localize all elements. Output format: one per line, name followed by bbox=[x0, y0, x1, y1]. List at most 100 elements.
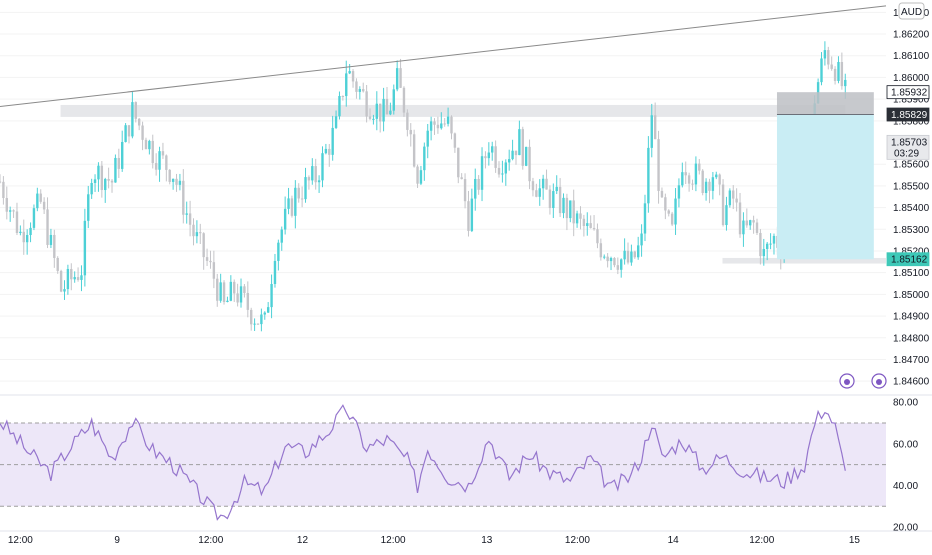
candle bbox=[304, 167, 307, 203]
candle bbox=[436, 116, 440, 134]
candle bbox=[32, 204, 36, 231]
candle bbox=[755, 218, 759, 235]
candle bbox=[375, 91, 379, 131]
candle bbox=[216, 273, 219, 307]
candle bbox=[205, 248, 209, 266]
candle bbox=[718, 173, 721, 196]
candle bbox=[548, 185, 552, 215]
candle bbox=[507, 149, 511, 171]
candle bbox=[467, 190, 470, 237]
support-zone[interactable] bbox=[722, 257, 886, 264]
stop-price-tag: 1.85932 bbox=[886, 85, 930, 100]
candle bbox=[670, 211, 674, 227]
position-tool[interactable] bbox=[776, 92, 874, 260]
candle bbox=[121, 130, 124, 172]
candle bbox=[633, 250, 636, 259]
price-tick-label: 1.84800 bbox=[893, 333, 930, 344]
entry-price-value: 1.85829 bbox=[891, 110, 928, 121]
candle bbox=[446, 107, 450, 127]
candle bbox=[487, 142, 491, 166]
price-tick-label: 1.85600 bbox=[893, 160, 930, 171]
candle bbox=[599, 238, 603, 261]
candle bbox=[667, 209, 670, 217]
candle bbox=[541, 174, 545, 200]
candle bbox=[443, 118, 446, 127]
take-profit-box[interactable] bbox=[776, 114, 874, 260]
candle bbox=[151, 134, 154, 169]
candle bbox=[453, 132, 457, 153]
trendline[interactable] bbox=[0, 5, 887, 107]
candle bbox=[148, 139, 151, 155]
target-price-value: 1.85162 bbox=[891, 255, 928, 266]
candle bbox=[572, 189, 575, 237]
candle bbox=[15, 202, 19, 236]
event-icon-2[interactable] bbox=[871, 373, 887, 389]
candle bbox=[283, 196, 287, 235]
candle bbox=[110, 179, 114, 193]
candle bbox=[328, 144, 331, 167]
candle bbox=[555, 175, 558, 195]
price-tick-label: 1.85900 bbox=[893, 95, 930, 106]
candle bbox=[684, 161, 687, 185]
candle bbox=[524, 146, 528, 167]
candle bbox=[362, 82, 365, 93]
time-tick-label: 14 bbox=[668, 535, 680, 546]
candle bbox=[19, 225, 22, 236]
candle bbox=[643, 194, 647, 242]
time-tick-label: 9 bbox=[114, 535, 120, 546]
candle bbox=[97, 162, 100, 192]
currency-label: AUD bbox=[901, 7, 922, 18]
time-axis[interactable]: 12:00 9 12:00 12 12:00 13 12:00 14 12:00 15 bbox=[0, 530, 932, 546]
stop-loss-box[interactable] bbox=[776, 92, 874, 115]
currency-badge[interactable]: AUD bbox=[898, 2, 925, 20]
candle bbox=[134, 101, 137, 123]
candle bbox=[175, 173, 178, 192]
candle bbox=[738, 192, 742, 238]
candle bbox=[222, 280, 226, 305]
candle bbox=[358, 86, 362, 100]
trendline-layer[interactable] bbox=[0, 5, 887, 107]
candle bbox=[504, 159, 508, 186]
candle bbox=[287, 187, 290, 215]
price-tick-label: 1.85500 bbox=[893, 181, 930, 192]
candle bbox=[260, 308, 263, 332]
candle bbox=[76, 267, 80, 282]
candle bbox=[535, 183, 538, 198]
candle bbox=[592, 215, 596, 231]
candle bbox=[745, 208, 749, 228]
candle bbox=[273, 253, 277, 288]
candle bbox=[331, 115, 334, 161]
rsi-axis: 80.00 60.00 40.00 20.00 bbox=[893, 398, 918, 534]
candle bbox=[219, 273, 222, 303]
candle bbox=[518, 120, 521, 156]
candle bbox=[677, 178, 681, 208]
price-axis[interactable]: 1.863001.862001.861001.860001.859001.858… bbox=[893, 8, 930, 388]
candle bbox=[474, 168, 477, 211]
candle bbox=[137, 117, 141, 131]
candle bbox=[596, 223, 599, 249]
candle bbox=[348, 64, 351, 75]
target-price-tag: 1.85162 bbox=[886, 252, 930, 267]
candle bbox=[399, 58, 402, 88]
price-grid bbox=[0, 11, 932, 396]
candle bbox=[334, 110, 338, 130]
candle bbox=[626, 242, 630, 265]
candle bbox=[114, 154, 117, 183]
candle bbox=[711, 171, 715, 200]
resistance-zone[interactable] bbox=[60, 104, 846, 117]
candle bbox=[725, 196, 728, 231]
candle bbox=[368, 108, 372, 121]
candle bbox=[141, 121, 144, 151]
candle bbox=[419, 165, 423, 186]
candle bbox=[29, 222, 32, 243]
candle bbox=[5, 186, 8, 220]
candle bbox=[202, 232, 205, 270]
candle bbox=[603, 254, 606, 260]
candle bbox=[575, 210, 579, 228]
event-icon-1[interactable] bbox=[839, 373, 855, 389]
candle bbox=[450, 115, 453, 140]
candle bbox=[698, 159, 701, 175]
candle bbox=[266, 302, 270, 314]
